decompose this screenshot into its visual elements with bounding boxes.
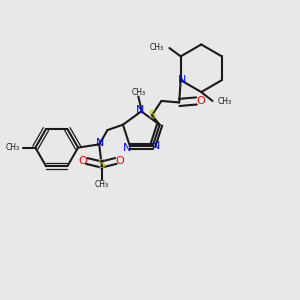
Text: O: O bbox=[78, 156, 87, 166]
Text: N: N bbox=[96, 138, 104, 148]
Text: O: O bbox=[116, 156, 124, 166]
Text: N: N bbox=[152, 141, 160, 151]
Text: CH₃: CH₃ bbox=[94, 180, 109, 189]
Text: N: N bbox=[178, 75, 186, 85]
Text: S: S bbox=[98, 158, 106, 171]
Text: CH₃: CH₃ bbox=[131, 88, 146, 97]
Text: N: N bbox=[136, 106, 144, 116]
Text: CH₃: CH₃ bbox=[218, 97, 232, 106]
Text: N: N bbox=[123, 143, 131, 153]
Text: O: O bbox=[196, 96, 205, 106]
Text: CH₃: CH₃ bbox=[150, 43, 164, 52]
Text: S: S bbox=[148, 110, 155, 120]
Text: CH₃: CH₃ bbox=[5, 143, 19, 152]
